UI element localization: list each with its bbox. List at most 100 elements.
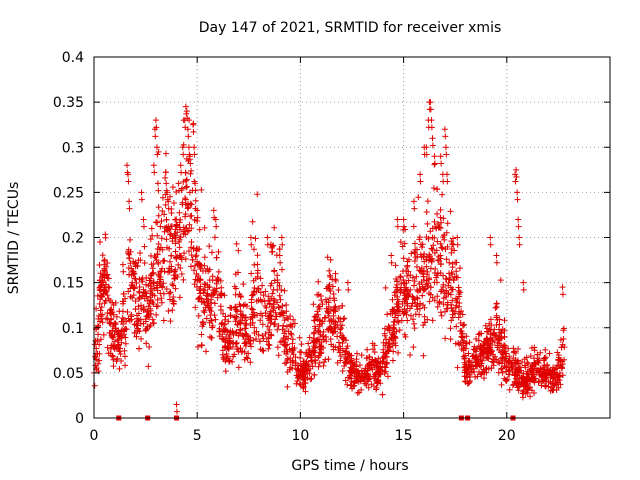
- data-point: [268, 311, 275, 318]
- data-point: [196, 226, 203, 233]
- data-point: [418, 279, 425, 286]
- data-point: [218, 321, 225, 328]
- data-point: [107, 350, 114, 357]
- data-point: [475, 331, 482, 338]
- data-point: [176, 244, 183, 251]
- data-point: [126, 271, 133, 278]
- data-point-spike: [487, 234, 494, 241]
- data-point: [384, 326, 391, 333]
- data-point: [169, 184, 176, 191]
- data-point: [382, 284, 389, 291]
- data-point: [185, 248, 192, 255]
- data-point: [177, 264, 184, 271]
- data-point: [182, 195, 189, 202]
- data-point: [456, 300, 463, 307]
- data-point: [213, 288, 220, 295]
- data-point: [240, 281, 247, 288]
- data-point: [270, 295, 277, 302]
- data-point: [93, 364, 100, 371]
- data-point: [323, 285, 330, 292]
- data-point: [133, 333, 140, 340]
- data-point: [296, 380, 303, 387]
- data-point: [147, 287, 154, 294]
- data-point: [232, 340, 239, 347]
- data-point: [306, 345, 313, 352]
- data-point: [116, 365, 123, 372]
- data-point: [379, 354, 386, 361]
- data-point-spike: [138, 189, 145, 196]
- data-point: [337, 318, 344, 325]
- data-point: [477, 352, 484, 359]
- data-point: [488, 365, 495, 372]
- data-point: [136, 345, 143, 352]
- data-point-spike: [513, 166, 520, 173]
- data-point: [154, 287, 161, 294]
- data-point: [96, 300, 103, 307]
- data-point: [112, 319, 119, 326]
- data-point: [140, 286, 147, 293]
- data-point-spike: [427, 99, 434, 106]
- data-point: [244, 355, 251, 362]
- data-point-spike: [423, 151, 430, 158]
- data-point: [463, 333, 470, 340]
- y-tick-label: 0.25: [53, 185, 84, 201]
- data-point: [172, 248, 179, 255]
- data-point: [156, 278, 163, 285]
- data-point: [268, 303, 275, 310]
- data-point: [100, 331, 107, 338]
- data-point-spike: [559, 291, 566, 298]
- data-point: [103, 272, 110, 279]
- data-point: [156, 246, 163, 253]
- data-point: [235, 269, 242, 276]
- data-point: [458, 333, 465, 340]
- data-point: [408, 303, 415, 310]
- data-point: [232, 303, 239, 310]
- data-point-spike: [423, 144, 430, 151]
- data-point: [434, 186, 441, 193]
- data-point: [372, 356, 379, 363]
- data-point: [275, 352, 282, 359]
- data-point: [516, 364, 523, 371]
- data-point: [110, 363, 117, 370]
- data-point: [287, 364, 294, 371]
- data-point: [368, 359, 375, 366]
- data-point: [198, 186, 205, 193]
- data-point: [400, 226, 407, 233]
- data-point-spike: [516, 241, 523, 248]
- data-point: [323, 299, 330, 306]
- data-point: [126, 255, 133, 262]
- data-point: [348, 378, 355, 385]
- data-point: [444, 305, 451, 312]
- data-point: [413, 246, 420, 253]
- data-point-spike: [125, 178, 132, 185]
- data-point: [330, 290, 337, 297]
- data-point: [473, 354, 480, 361]
- data-point: [384, 311, 391, 318]
- data-point: [165, 227, 172, 234]
- data-point: [214, 274, 221, 281]
- data-point-spike: [153, 124, 160, 131]
- data-point: [192, 304, 199, 311]
- data-point: [520, 382, 527, 389]
- data-point: [283, 359, 290, 366]
- data-point: [251, 246, 258, 253]
- data-point: [163, 236, 170, 243]
- data-point: [363, 382, 370, 389]
- data-point: [314, 336, 321, 343]
- data-point: [234, 346, 241, 353]
- data-point: [251, 324, 258, 331]
- data-point: [159, 207, 166, 214]
- data-point: [194, 261, 201, 268]
- data-point: [125, 288, 132, 295]
- data-point: [428, 245, 435, 252]
- data-point: [126, 317, 133, 324]
- data-point: [142, 316, 149, 323]
- data-point: [318, 297, 325, 304]
- data-point: [119, 300, 126, 307]
- data-point: [223, 355, 230, 362]
- data-point: [181, 228, 188, 235]
- data-point: [248, 305, 255, 312]
- data-point: [198, 342, 205, 349]
- data-point-spike: [185, 144, 192, 151]
- data-point-spike: [515, 223, 522, 230]
